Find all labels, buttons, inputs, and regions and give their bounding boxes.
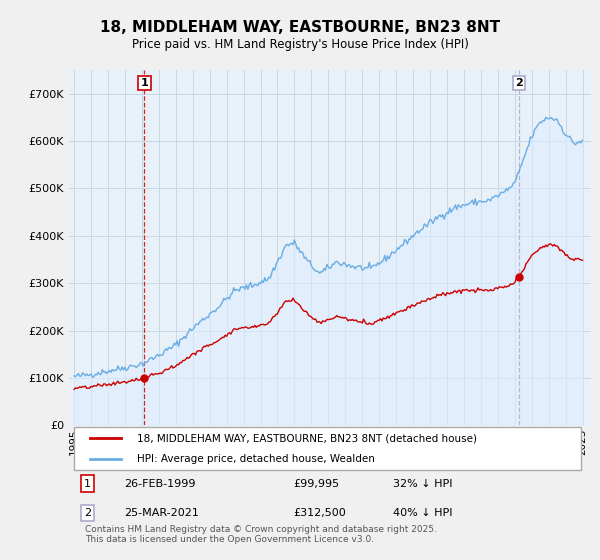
Text: 32% ↓ HPI: 32% ↓ HPI [392,479,452,488]
Text: 1: 1 [140,78,148,88]
FancyBboxPatch shape [74,427,581,470]
Text: 26-FEB-1999: 26-FEB-1999 [124,479,196,488]
Text: £99,995: £99,995 [293,479,340,488]
Text: 25-MAR-2021: 25-MAR-2021 [124,508,199,518]
Text: Price paid vs. HM Land Registry's House Price Index (HPI): Price paid vs. HM Land Registry's House … [131,38,469,50]
Text: 18, MIDDLEHAM WAY, EASTBOURNE, BN23 8NT (detached house): 18, MIDDLEHAM WAY, EASTBOURNE, BN23 8NT … [137,433,477,443]
Text: 2: 2 [515,78,523,88]
Text: 1: 1 [84,479,91,488]
Text: £312,500: £312,500 [293,508,346,518]
Text: 18, MIDDLEHAM WAY, EASTBOURNE, BN23 8NT: 18, MIDDLEHAM WAY, EASTBOURNE, BN23 8NT [100,20,500,35]
Text: 40% ↓ HPI: 40% ↓ HPI [392,508,452,518]
Text: Contains HM Land Registry data © Crown copyright and database right 2025.
This d: Contains HM Land Registry data © Crown c… [85,525,437,544]
Text: 2: 2 [84,508,91,518]
Text: HPI: Average price, detached house, Wealden: HPI: Average price, detached house, Weal… [137,455,375,464]
